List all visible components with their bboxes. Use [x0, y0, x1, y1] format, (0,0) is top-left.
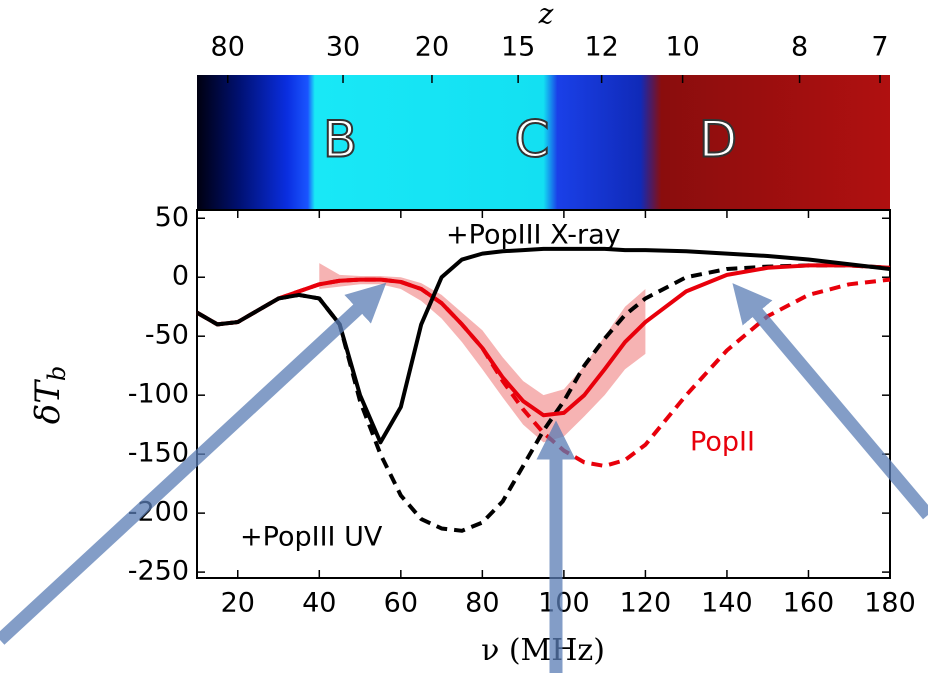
x-tick-label: 120 — [620, 588, 672, 619]
arrow — [732, 283, 928, 520]
x-tick-label: 180 — [864, 588, 916, 619]
z-tick-label: 20 — [415, 32, 449, 63]
plot-frame — [196, 209, 891, 579]
uncertainty-band — [319, 263, 646, 443]
series-annotation: PopII — [690, 427, 755, 458]
z-tick-label: 30 — [326, 32, 360, 63]
series-line — [195, 246, 891, 445]
series-annotation: +PopIII X-ray — [446, 220, 621, 251]
simulation-image — [197, 75, 890, 210]
panel-label: D — [699, 111, 738, 169]
x-tick-label: 20 — [221, 588, 255, 619]
z-tick-label: 80 — [211, 32, 245, 63]
series-line — [195, 263, 891, 533]
series-line — [195, 263, 891, 418]
z-tick-label: 7 — [871, 32, 888, 63]
y-axis-label-sub: b — [43, 366, 71, 381]
x-axis-label: ν (MHz) — [481, 633, 605, 668]
panel-label: B — [323, 111, 357, 169]
x-tick-label: 160 — [783, 588, 835, 619]
y-axis-label-main: δT — [28, 379, 68, 424]
y-tick-label: -150 — [128, 438, 189, 469]
y-tick-label: 50 — [155, 202, 189, 233]
x-tick-label: 60 — [384, 588, 418, 619]
y-axis-label: δTb — [28, 366, 71, 425]
x-tick-label: 100 — [538, 588, 590, 619]
x-tick-label: 80 — [465, 588, 499, 619]
x-tick-label: 40 — [302, 588, 336, 619]
top-axis-label: z — [538, 0, 554, 31]
z-tick-label: 15 — [501, 32, 535, 63]
series-line — [195, 277, 891, 468]
z-tick-label: 12 — [584, 32, 618, 63]
panel-label: C — [515, 111, 550, 169]
y-tick-label: 0 — [172, 261, 189, 292]
arrows — [0, 282, 928, 673]
y-tick-label: -100 — [128, 379, 189, 410]
x-tick-label: 140 — [701, 588, 753, 619]
arrow — [0, 282, 387, 645]
z-tick-label: 8 — [791, 32, 808, 63]
z-tick-label: 10 — [665, 32, 699, 63]
y-tick-label: -250 — [128, 556, 189, 587]
y-tick-label: -50 — [145, 320, 189, 351]
series-annotation: +PopIII UV — [240, 522, 383, 553]
